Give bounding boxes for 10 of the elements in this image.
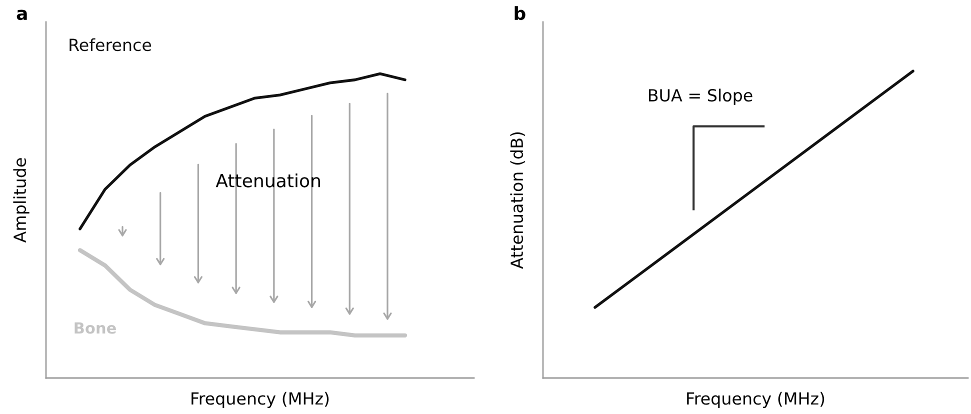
annotation: BUA = Slope — [648, 88, 752, 105]
annotation: Attenuation — [216, 173, 320, 188]
y-axis-title: Attenuation (dB) — [510, 132, 526, 269]
x-axis-title: Frequency (MHz) — [687, 392, 824, 408]
text: Bone — [74, 322, 116, 334]
x-axis-title: Frequency (MHz) — [192, 392, 329, 408]
y-axis-title: Amplitude — [13, 158, 30, 243]
chart-title: b — [514, 6, 526, 20]
text: Reference — [70, 38, 152, 52]
chart-title: a — [16, 10, 27, 20]
